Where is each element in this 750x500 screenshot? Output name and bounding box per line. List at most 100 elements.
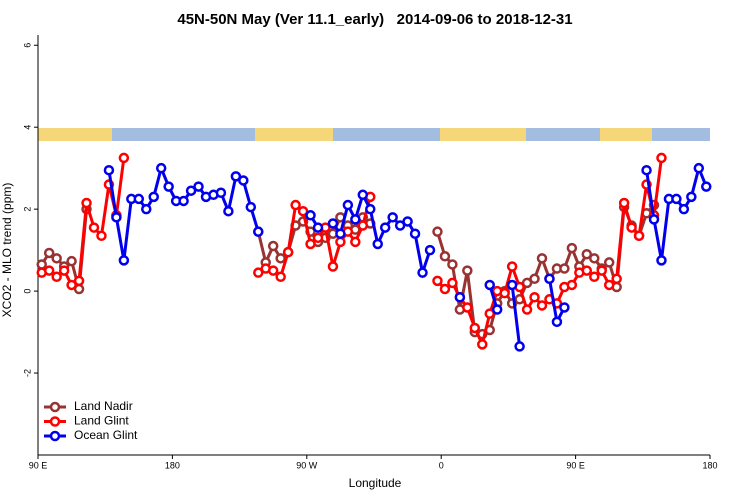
point [618, 197, 630, 209]
point [111, 212, 122, 223]
point [282, 246, 294, 258]
point [701, 181, 712, 192]
point [372, 238, 383, 250]
x-tick-label: 90 W [296, 460, 318, 470]
point [43, 247, 55, 259]
point [603, 279, 615, 291]
point [290, 199, 301, 211]
land-strip [255, 128, 333, 141]
point [589, 271, 600, 283]
series [103, 162, 712, 352]
point [596, 265, 607, 276]
point [305, 238, 316, 250]
point [312, 222, 324, 233]
y-tick-label: -2 [22, 369, 32, 377]
point [141, 203, 152, 215]
point [506, 261, 518, 272]
legend-label: Land Glint [74, 414, 129, 428]
x-axis-label: Longitude [349, 476, 402, 490]
point [506, 279, 518, 291]
point [335, 228, 346, 239]
point [51, 271, 62, 283]
point [253, 226, 264, 237]
point [521, 304, 533, 315]
y-tick-label: 4 [22, 125, 32, 130]
point [327, 261, 339, 272]
point [335, 236, 346, 248]
point [58, 265, 70, 276]
point [73, 275, 85, 287]
point [312, 232, 324, 244]
point [462, 265, 473, 276]
point [178, 195, 189, 207]
point [305, 210, 316, 221]
point [491, 304, 503, 315]
y-tick-label: 2 [22, 207, 32, 212]
point [536, 253, 548, 264]
point [387, 212, 398, 223]
point [163, 181, 174, 192]
point [88, 222, 100, 233]
point [148, 191, 159, 203]
point [633, 230, 645, 242]
point [297, 205, 309, 217]
y-axis-label: XCO2 - MLO trend (ppm) [0, 183, 14, 318]
series-line [107, 163, 708, 347]
point [499, 287, 510, 299]
point [484, 279, 495, 291]
point [409, 228, 421, 239]
point [581, 248, 593, 260]
x-tick-label: 180 [165, 460, 180, 470]
point [566, 242, 578, 254]
point [223, 205, 234, 217]
point [529, 273, 540, 285]
point [133, 193, 145, 205]
point [267, 240, 279, 252]
y-tick-label: 0 [22, 289, 32, 294]
point [521, 277, 533, 289]
chart-title: 45N-50N May (Ver 11.1_early) 2014-09-06 … [177, 11, 572, 28]
point [357, 189, 369, 201]
point [103, 164, 115, 176]
y-tick-label: 6 [22, 43, 32, 48]
point [671, 193, 682, 205]
point [36, 259, 47, 270]
point [603, 257, 615, 268]
point [51, 253, 62, 264]
point [238, 175, 249, 186]
land-strip [440, 128, 526, 141]
point [66, 279, 77, 291]
point [477, 339, 488, 350]
point [357, 220, 369, 231]
point [185, 185, 197, 196]
point [559, 263, 570, 274]
point [394, 220, 406, 231]
point [379, 222, 391, 233]
point [536, 300, 548, 311]
point [350, 214, 361, 225]
point [230, 171, 242, 182]
x-tick-label: 180 [702, 460, 717, 470]
x-tick-label: 90 E [566, 460, 585, 470]
point [447, 277, 458, 289]
point [327, 218, 339, 229]
point [96, 230, 107, 242]
point [447, 259, 458, 270]
point [81, 197, 92, 209]
point [551, 316, 563, 328]
point [454, 291, 466, 303]
point [66, 255, 77, 267]
point [484, 308, 495, 319]
land-strip [600, 128, 652, 141]
point [439, 251, 451, 262]
legend-marker [49, 401, 61, 413]
point [43, 265, 55, 276]
point [432, 275, 443, 287]
legend-label: Ocean Glint [74, 428, 138, 442]
point [417, 267, 428, 278]
point [648, 214, 660, 225]
point [245, 201, 257, 213]
map-strip [38, 128, 710, 141]
